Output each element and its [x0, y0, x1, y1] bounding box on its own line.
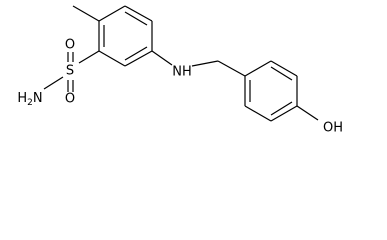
- atom-label: NH: [172, 65, 192, 80]
- bond: [191, 60, 219, 67]
- bond: [72, 5, 100, 22]
- bond: [43, 76, 64, 90]
- bond: [151, 50, 173, 66]
- molecule-diagram: O S O H2N NH OH: [17, 5, 343, 136]
- bond: [217, 60, 246, 77]
- atom-label: O: [65, 92, 75, 107]
- bond: [270, 105, 298, 122]
- atom-label-part: H: [17, 91, 27, 106]
- atom-label-part: N: [33, 91, 43, 106]
- atom-label-subscript: 2: [27, 98, 33, 108]
- bond: [270, 60, 298, 77]
- page: O S O H2N NH OH (() => { const data = JS…: [17, 5, 344, 136]
- bond: [98, 50, 126, 67]
- bond: [124, 5, 153, 22]
- atom-label: H2N: [17, 91, 42, 108]
- double-bond: [124, 11, 148, 26]
- bond: [244, 60, 272, 77]
- bond: [296, 105, 319, 121]
- bond: [98, 5, 126, 22]
- atom-label: OH: [323, 121, 343, 136]
- double-bond: [270, 66, 293, 81]
- atom-label: S: [66, 64, 74, 79]
- bonds: [43, 5, 319, 122]
- bond: [78, 50, 100, 64]
- double-bond: [124, 46, 148, 61]
- bond: [124, 50, 153, 67]
- atom-label: O: [65, 38, 75, 53]
- bond: [244, 105, 272, 122]
- double-bond: [270, 101, 293, 116]
